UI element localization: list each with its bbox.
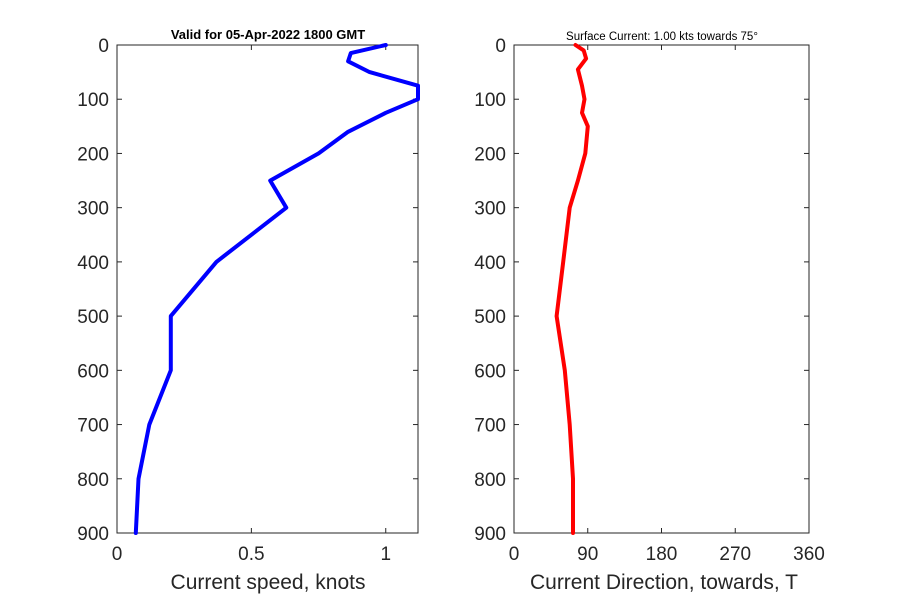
speed-ytick-label: 300 [77,199,109,220]
direction-xtick-label: 0 [509,544,520,565]
direction-ytick-label: 300 [474,199,506,220]
speed-ytick-label: 900 [77,524,109,545]
direction-ytick-label: 600 [474,361,506,382]
speed-ytick-label: 200 [77,144,109,165]
speed-ytick-label: 400 [77,253,109,274]
speed-ytick-label: 500 [77,307,109,328]
speed-profile-line [133,43,420,535]
speed-xtick-label: 1 [380,544,391,565]
direction-profile-line [554,43,590,535]
direction-ytick-label: 400 [474,253,506,274]
direction-xtick-label: 270 [719,544,751,565]
speed-ytick-label: 0 [98,36,109,57]
speed-ytick-label: 100 [77,90,109,111]
direction-ytick-label: 200 [474,144,506,165]
speed-xtick-label: 0.5 [238,544,264,565]
speed-plot-frame [116,44,419,534]
direction-plot-frame [513,44,810,534]
speed-ytick-label: 600 [77,361,109,382]
direction-xtick-label: 180 [646,544,678,565]
direction-x-axis-label: Current Direction, towards, T [530,571,798,594]
direction-ytick-label: 900 [474,524,506,545]
direction-chart-title: Surface Current: 1.00 kts towards 75° [566,31,758,43]
direction-xtick-label: 90 [577,544,598,565]
speed-xtick-label: 0 [112,544,123,565]
speed-ytick-label: 800 [77,470,109,491]
direction-ytick-label: 500 [474,307,506,328]
direction-ytick-label: 700 [474,416,506,437]
speed-x-axis-label: Current speed, knots [171,571,366,594]
direction-ytick-label: 0 [495,36,506,57]
direction-ytick-label: 800 [474,470,506,491]
speed-ytick-label: 700 [77,416,109,437]
direction-ytick-label: 100 [474,90,506,111]
direction-xtick-label: 360 [793,544,825,565]
speed-chart-title: Valid for 05-Apr-2022 1800 GMT [171,27,365,42]
direction-ticks [513,44,810,534]
